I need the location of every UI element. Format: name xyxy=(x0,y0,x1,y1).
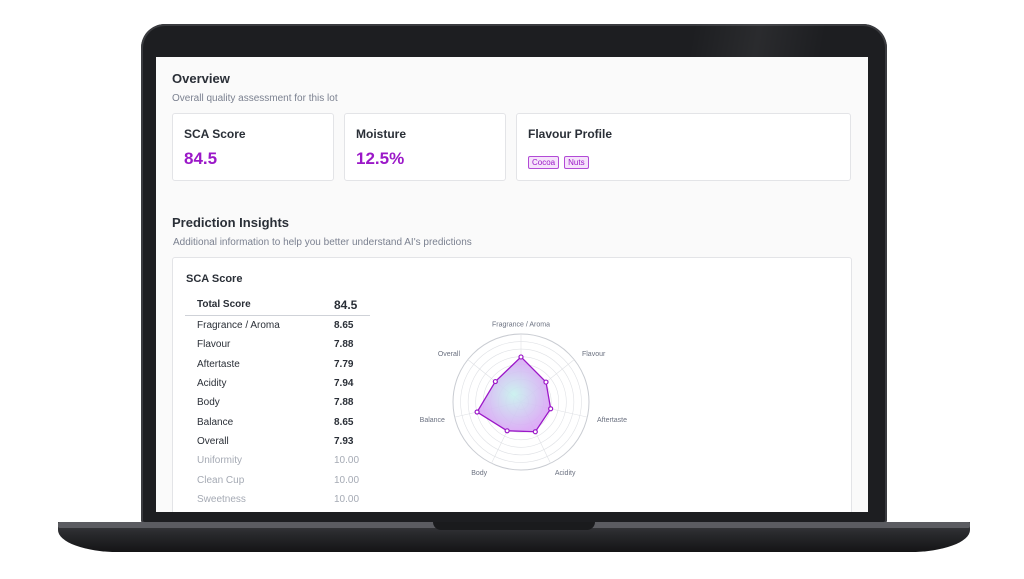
overview-subtitle: Overall quality assessment for this lot xyxy=(172,93,338,104)
radar-point xyxy=(474,409,480,415)
flavour-tags: Cocoa Nuts xyxy=(528,152,594,170)
table-row-total: Total Score 84.5 xyxy=(185,294,370,316)
sca-score-label: SCA Score xyxy=(184,127,246,141)
row-label: Fragrance / Aroma xyxy=(197,320,280,332)
sca-score-value: 84.5 xyxy=(184,149,218,168)
flavour-profile-card: Flavour Profile Cocoa Nuts xyxy=(516,113,851,181)
row-value: 8.65 xyxy=(334,416,354,428)
radar-axis-label: Fragrance / Aroma xyxy=(492,322,550,329)
flavour-profile-label: Flavour Profile xyxy=(528,127,613,141)
radar-axis-label: Acidity xyxy=(555,470,576,477)
row-label: Clean Cup xyxy=(197,474,245,486)
row-value: 7.88 xyxy=(334,339,354,351)
radar-point xyxy=(504,428,510,434)
radar-point xyxy=(492,378,498,385)
row-label: Balance xyxy=(197,416,234,428)
row-value: 8.65 xyxy=(334,320,354,332)
row-label: Overall xyxy=(197,435,229,447)
row-value: 7.79 xyxy=(334,358,354,370)
row-label: Acidity xyxy=(197,378,227,390)
radar-chart: Fragrance / Aroma Flavour Aftertaste Acidit… xyxy=(420,322,627,477)
table-row: Aftertaste 7.79 xyxy=(185,355,370,374)
row-value: 10.00 xyxy=(334,474,360,486)
score-table: Total Score 84.5 Fragrance / Aroma 8.65 F… xyxy=(185,294,370,509)
table-row: Flavour 7.88 xyxy=(185,335,370,354)
total-label: Total Score xyxy=(185,294,334,316)
table-row: Balance 8.65 xyxy=(185,412,370,431)
radar-point xyxy=(518,354,524,360)
laptop-hinge-notch xyxy=(433,522,595,530)
insights-subtitle: Additional information to help you bette… xyxy=(173,237,472,248)
row-label: Uniformity xyxy=(197,455,243,467)
radar-axis-label: Balance xyxy=(420,417,445,424)
radar-axis-labels: Fragrance / Aroma Flavour Aftertaste Acidit… xyxy=(420,322,627,477)
row-label: Flavour xyxy=(197,339,231,351)
radar-point xyxy=(543,379,549,385)
moisture-label: Moisture xyxy=(356,127,407,141)
row-label: Aftertaste xyxy=(197,358,240,370)
moisture-value: 12.5% xyxy=(356,149,405,168)
total-value: 84.5 xyxy=(334,294,370,316)
row-value: 7.88 xyxy=(334,397,354,409)
row-value: 10.00 xyxy=(334,493,360,505)
app-screen: Overview Overall quality assessment for … xyxy=(156,57,868,512)
row-label: Body xyxy=(197,397,220,409)
row-label: Sweetness xyxy=(197,493,246,505)
radar-series xyxy=(474,354,554,435)
overview-title: Overview xyxy=(172,71,230,86)
table-row: Uniformity 10.00 xyxy=(185,451,370,470)
radar-point xyxy=(532,429,538,435)
radar-point xyxy=(548,406,554,412)
table-row: Sweetness 10.00 xyxy=(185,490,370,509)
table-row: Overall 7.93 xyxy=(185,432,370,451)
table-row: Fragrance / Aroma 8.65 xyxy=(185,316,370,336)
radar-axis-label: Overall xyxy=(438,351,461,358)
radar-axis-label: Body xyxy=(471,470,487,477)
flavour-tag: Cocoa xyxy=(528,156,560,169)
radar-axis-label: Aftertaste xyxy=(597,417,627,424)
table-row: Body 7.88 xyxy=(185,393,370,412)
row-value: 7.93 xyxy=(334,435,354,447)
table-row: Clean Cup 10.00 xyxy=(185,470,370,489)
radar-area xyxy=(476,356,552,433)
table-row: Acidity 7.94 xyxy=(185,374,370,393)
sca-score-card: SCA Score 84.5 xyxy=(172,113,334,181)
insights-title: Prediction Insights xyxy=(172,215,290,230)
row-value: 7.94 xyxy=(334,378,354,390)
panel-title: SCA Score xyxy=(186,273,243,285)
flavour-tag: Nuts xyxy=(564,156,589,169)
row-value: 10.00 xyxy=(334,455,360,467)
moisture-card: Moisture 12.5% xyxy=(344,113,506,181)
radar-axis-label: Flavour xyxy=(582,351,606,358)
